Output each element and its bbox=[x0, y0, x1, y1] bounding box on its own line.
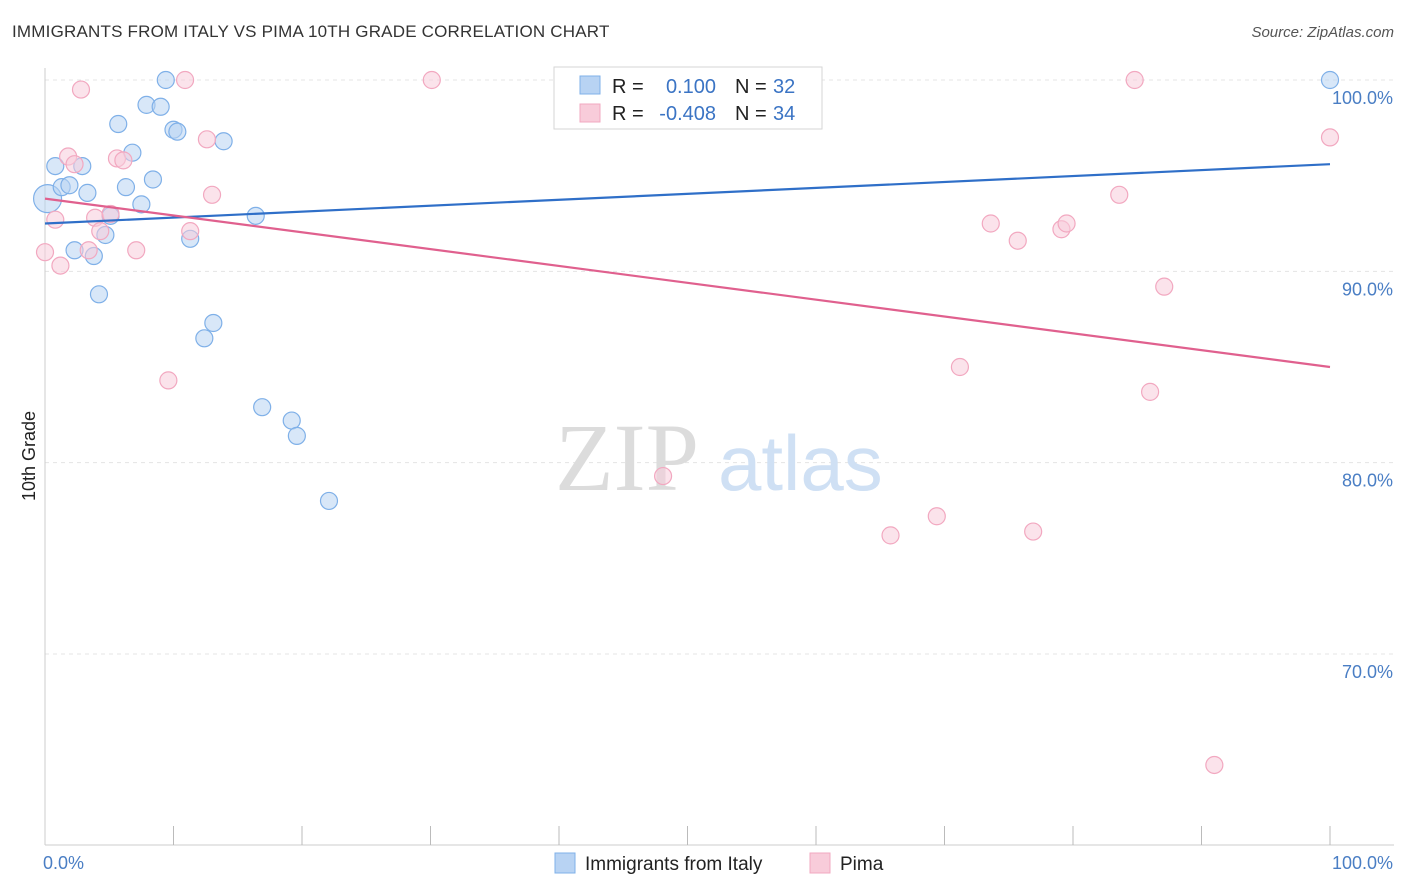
pima-point-20 bbox=[881, 526, 900, 545]
y-tick-labels: 70.0% 80.0% 90.0% 100.0% bbox=[1332, 88, 1393, 682]
y-tick-label-90: 90.0% bbox=[1342, 279, 1393, 299]
italy-point-12 bbox=[116, 178, 136, 197]
italy-point-25 bbox=[246, 206, 265, 225]
pima-point-11 bbox=[114, 151, 133, 170]
pima-point-31 bbox=[1155, 277, 1174, 296]
chart-title: IMMIGRANTS FROM ITALY VS PIMA 10TH GRADE… bbox=[12, 22, 610, 41]
pima-point-27 bbox=[1057, 214, 1076, 233]
pima-point-17 bbox=[202, 185, 222, 204]
pima-point-29 bbox=[1125, 70, 1144, 90]
y-tick-label-80: 80.0% bbox=[1342, 471, 1393, 491]
italy-point-28 bbox=[287, 426, 306, 445]
pima-point-19 bbox=[653, 466, 673, 486]
series-legend-swatch-italy bbox=[554, 852, 576, 874]
italy-point-27 bbox=[282, 411, 301, 430]
trend-lines bbox=[44, 163, 1331, 369]
pima-point-0 bbox=[35, 243, 55, 262]
italy-point-16 bbox=[143, 170, 163, 189]
italy-point-11 bbox=[109, 114, 128, 134]
pima-point-9 bbox=[101, 204, 120, 224]
italy-point-26 bbox=[253, 398, 272, 417]
legend-n-value-pima: 34 bbox=[773, 103, 795, 125]
series-legend-label-pima: Pima bbox=[840, 854, 884, 875]
series-legend: Immigrants from Italy Pima bbox=[554, 852, 884, 875]
y-axis-label: 10th Grade bbox=[19, 411, 39, 501]
italy-point-29 bbox=[319, 491, 339, 511]
pima-point-16 bbox=[197, 130, 217, 149]
legend-n-value-italy: 32 bbox=[773, 76, 795, 98]
series-legend-label-italy: Immigrants from Italy bbox=[585, 854, 763, 875]
watermark-zip: ZIP bbox=[555, 404, 699, 511]
pima-point-28 bbox=[1110, 185, 1129, 204]
pima-point-1 bbox=[46, 210, 65, 229]
italy-point-17 bbox=[151, 97, 170, 116]
legend-swatch-italy bbox=[579, 75, 601, 95]
watermark: ZIP atlas bbox=[555, 404, 883, 511]
pima-point-22 bbox=[950, 357, 970, 377]
italy-point-8 bbox=[89, 285, 109, 304]
pima-point-15 bbox=[181, 222, 200, 241]
data-points bbox=[32, 70, 1340, 775]
pima-point-5 bbox=[71, 80, 91, 99]
italy-point-23 bbox=[204, 313, 223, 333]
pima-point-2 bbox=[51, 256, 70, 275]
pima-point-6 bbox=[79, 241, 98, 260]
x-tick-label-max: 100.0% bbox=[1332, 853, 1393, 873]
pima-point-18 bbox=[422, 70, 441, 90]
pima-trend-line bbox=[44, 197, 1331, 369]
pima-point-21 bbox=[927, 507, 946, 526]
x-tick-labels: 0.0% 100.0% bbox=[43, 853, 1393, 873]
italy-point-14 bbox=[132, 195, 151, 214]
y-tick-label-100: 100.0% bbox=[1332, 88, 1393, 108]
italy-point-1 bbox=[46, 157, 65, 176]
pima-point-8 bbox=[91, 222, 110, 241]
legend-r-value-italy: 0.100 bbox=[666, 76, 716, 98]
grid-lines bbox=[45, 79, 1394, 655]
watermark-atlas: atlas bbox=[718, 419, 883, 507]
pima-point-24 bbox=[1008, 231, 1027, 250]
legend-r-label-italy: R = bbox=[612, 76, 644, 98]
legend-r-label-pima: R = bbox=[612, 103, 644, 125]
pima-point-14 bbox=[175, 70, 195, 90]
y-tick-label-70: 70.0% bbox=[1342, 662, 1393, 682]
italy-trend-line bbox=[44, 163, 1331, 225]
pima-point-25 bbox=[1024, 522, 1043, 541]
pima-point-4 bbox=[65, 155, 84, 174]
legend-n-label-italy: N = bbox=[735, 76, 767, 98]
italy-point-6 bbox=[78, 183, 97, 202]
x-tick-label-min: 0.0% bbox=[43, 853, 84, 873]
legend-n-label-pima: N = bbox=[735, 103, 767, 125]
legend-swatch-pima bbox=[579, 103, 601, 123]
pima-point-32 bbox=[1205, 755, 1224, 775]
legend-r-value-pima: -0.408 bbox=[659, 103, 716, 125]
italy-point-22 bbox=[195, 329, 214, 348]
series-legend-swatch-pima bbox=[809, 852, 831, 874]
italy-point-31 bbox=[1320, 70, 1340, 90]
pima-point-23 bbox=[981, 214, 1000, 233]
italy-point-20 bbox=[168, 122, 187, 141]
pima-point-30 bbox=[1140, 382, 1160, 401]
italy-point-3 bbox=[60, 176, 79, 195]
pima-point-12 bbox=[127, 241, 146, 260]
italy-point-24 bbox=[214, 132, 233, 151]
stats-legend: R = 0.100 N = 32 R = -0.408 N = 34 bbox=[553, 66, 823, 130]
italy-point-18 bbox=[156, 70, 175, 90]
pima-point-33 bbox=[1320, 128, 1340, 147]
source-label: Source: ZipAtlas.com bbox=[1251, 24, 1394, 41]
pima-point-13 bbox=[159, 371, 178, 390]
